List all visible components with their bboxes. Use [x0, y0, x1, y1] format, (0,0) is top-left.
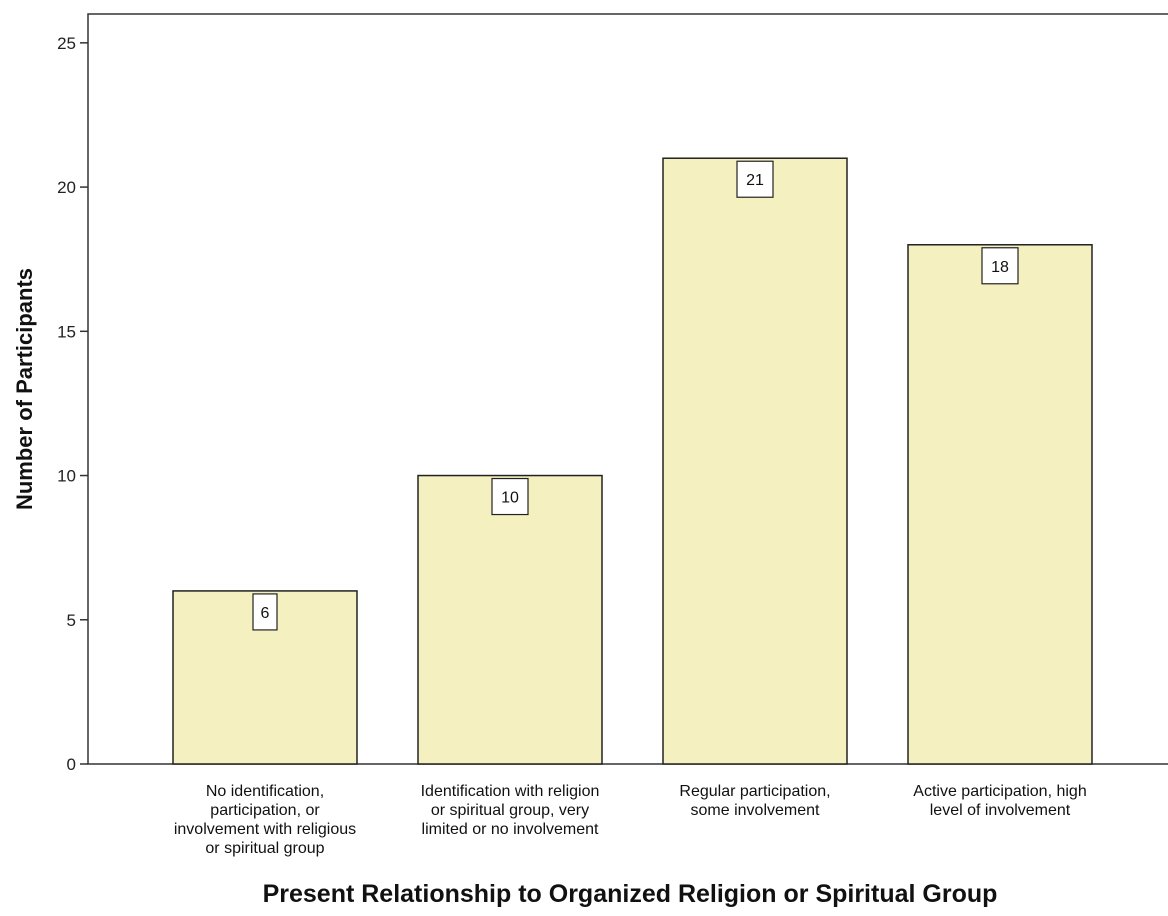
x-tick-label: No identification, participation, or invol…	[174, 783, 356, 857]
y-tick-label: 20	[57, 178, 76, 197]
y-tick-label: 25	[57, 34, 76, 53]
bars: 6 10 21 18	[172, 157, 1093, 765]
data-label: 6	[261, 605, 270, 622]
y-tick-label: 0	[67, 755, 76, 774]
y-tick-label: 5	[67, 611, 76, 630]
data-label-box	[736, 160, 774, 198]
data-label: 10	[501, 490, 519, 507]
data-label-box	[252, 593, 278, 631]
bar	[662, 157, 848, 765]
data-label-box	[981, 247, 1019, 285]
data-label: 21	[746, 172, 764, 189]
x-axis-category-labels: No identification, participation, or invol…	[174, 783, 1087, 857]
y-axis-ticks: 0 5 10 15 20 25	[57, 34, 88, 774]
y-tick-label: 10	[57, 467, 76, 486]
y-tick-label: 15	[57, 322, 76, 341]
x-tick-label: Regular participation, some involvement	[679, 783, 830, 819]
bar	[417, 474, 603, 765]
bar	[907, 244, 1093, 765]
data-label: 18	[991, 259, 1009, 276]
x-tick-label: Active participation, high level of invol…	[913, 783, 1086, 819]
y-axis-title: Number of Participants	[12, 268, 37, 510]
x-axis-title: Present Relationship to Organized Religi…	[263, 880, 998, 908]
data-label-box	[491, 477, 529, 516]
x-tick-label: Identification with religion or spiritual…	[421, 783, 600, 838]
plot-frame	[87, 13, 1168, 765]
